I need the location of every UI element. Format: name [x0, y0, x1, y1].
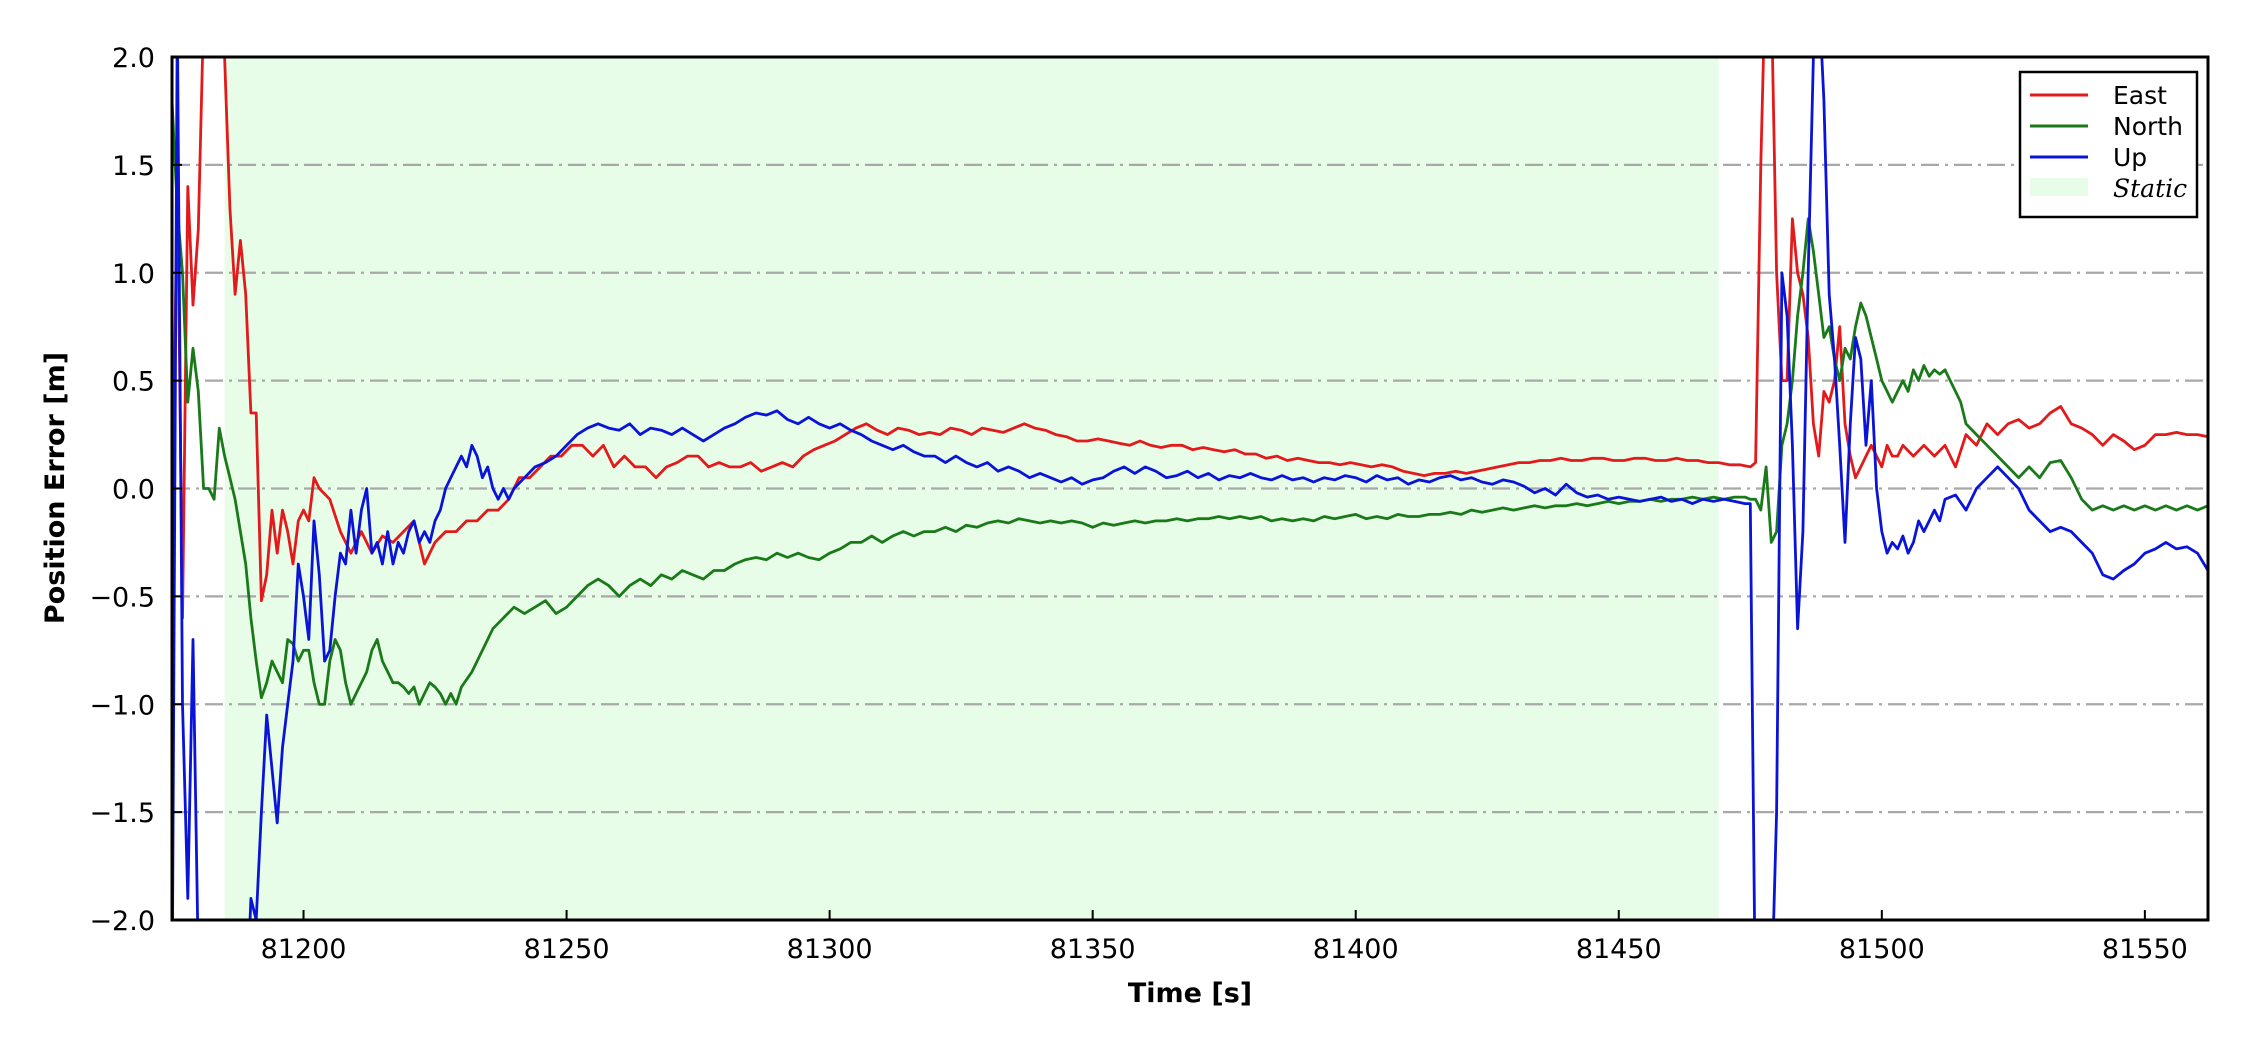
x-tick-label: 81300 [787, 934, 873, 965]
x-tick-label: 81400 [1313, 934, 1399, 965]
y-tick-label: 0.0 [112, 475, 155, 506]
x-tick-label: 81350 [1050, 934, 1136, 965]
y-tick-label: 2.0 [112, 43, 155, 74]
y-tick-label: 0.5 [112, 367, 155, 398]
y-axis-label: Position Error [m] [40, 352, 71, 624]
legend: East North Up Static [2018, 70, 2199, 219]
series-line-up [172, 57, 2208, 920]
x-tick-label: 81500 [1839, 934, 1925, 965]
legend-label-static: Static [2113, 174, 2187, 203]
series-line-north [172, 100, 2208, 706]
legend-label-north: North [2113, 112, 2183, 141]
legend-swatch-static [2030, 178, 2088, 196]
y-tick-label: −2.0 [89, 906, 155, 937]
y-tick-label: −1.0 [89, 690, 155, 721]
x-tick-label: 81450 [1576, 934, 1662, 965]
legend-label-east: East [2113, 81, 2167, 110]
y-tick-label: −0.5 [89, 582, 155, 613]
x-tick-label: 81550 [2102, 934, 2188, 965]
y-tick-label: −1.5 [89, 798, 155, 829]
x-axis-label: Time [s] [1128, 978, 1252, 1009]
y-tick-label: 1.0 [112, 259, 155, 290]
x-tick-label: 81200 [261, 934, 347, 965]
y-tick-label: 1.5 [112, 151, 155, 182]
legend-label-up: Up [2113, 143, 2147, 172]
x-tick-label: 81250 [524, 934, 610, 965]
